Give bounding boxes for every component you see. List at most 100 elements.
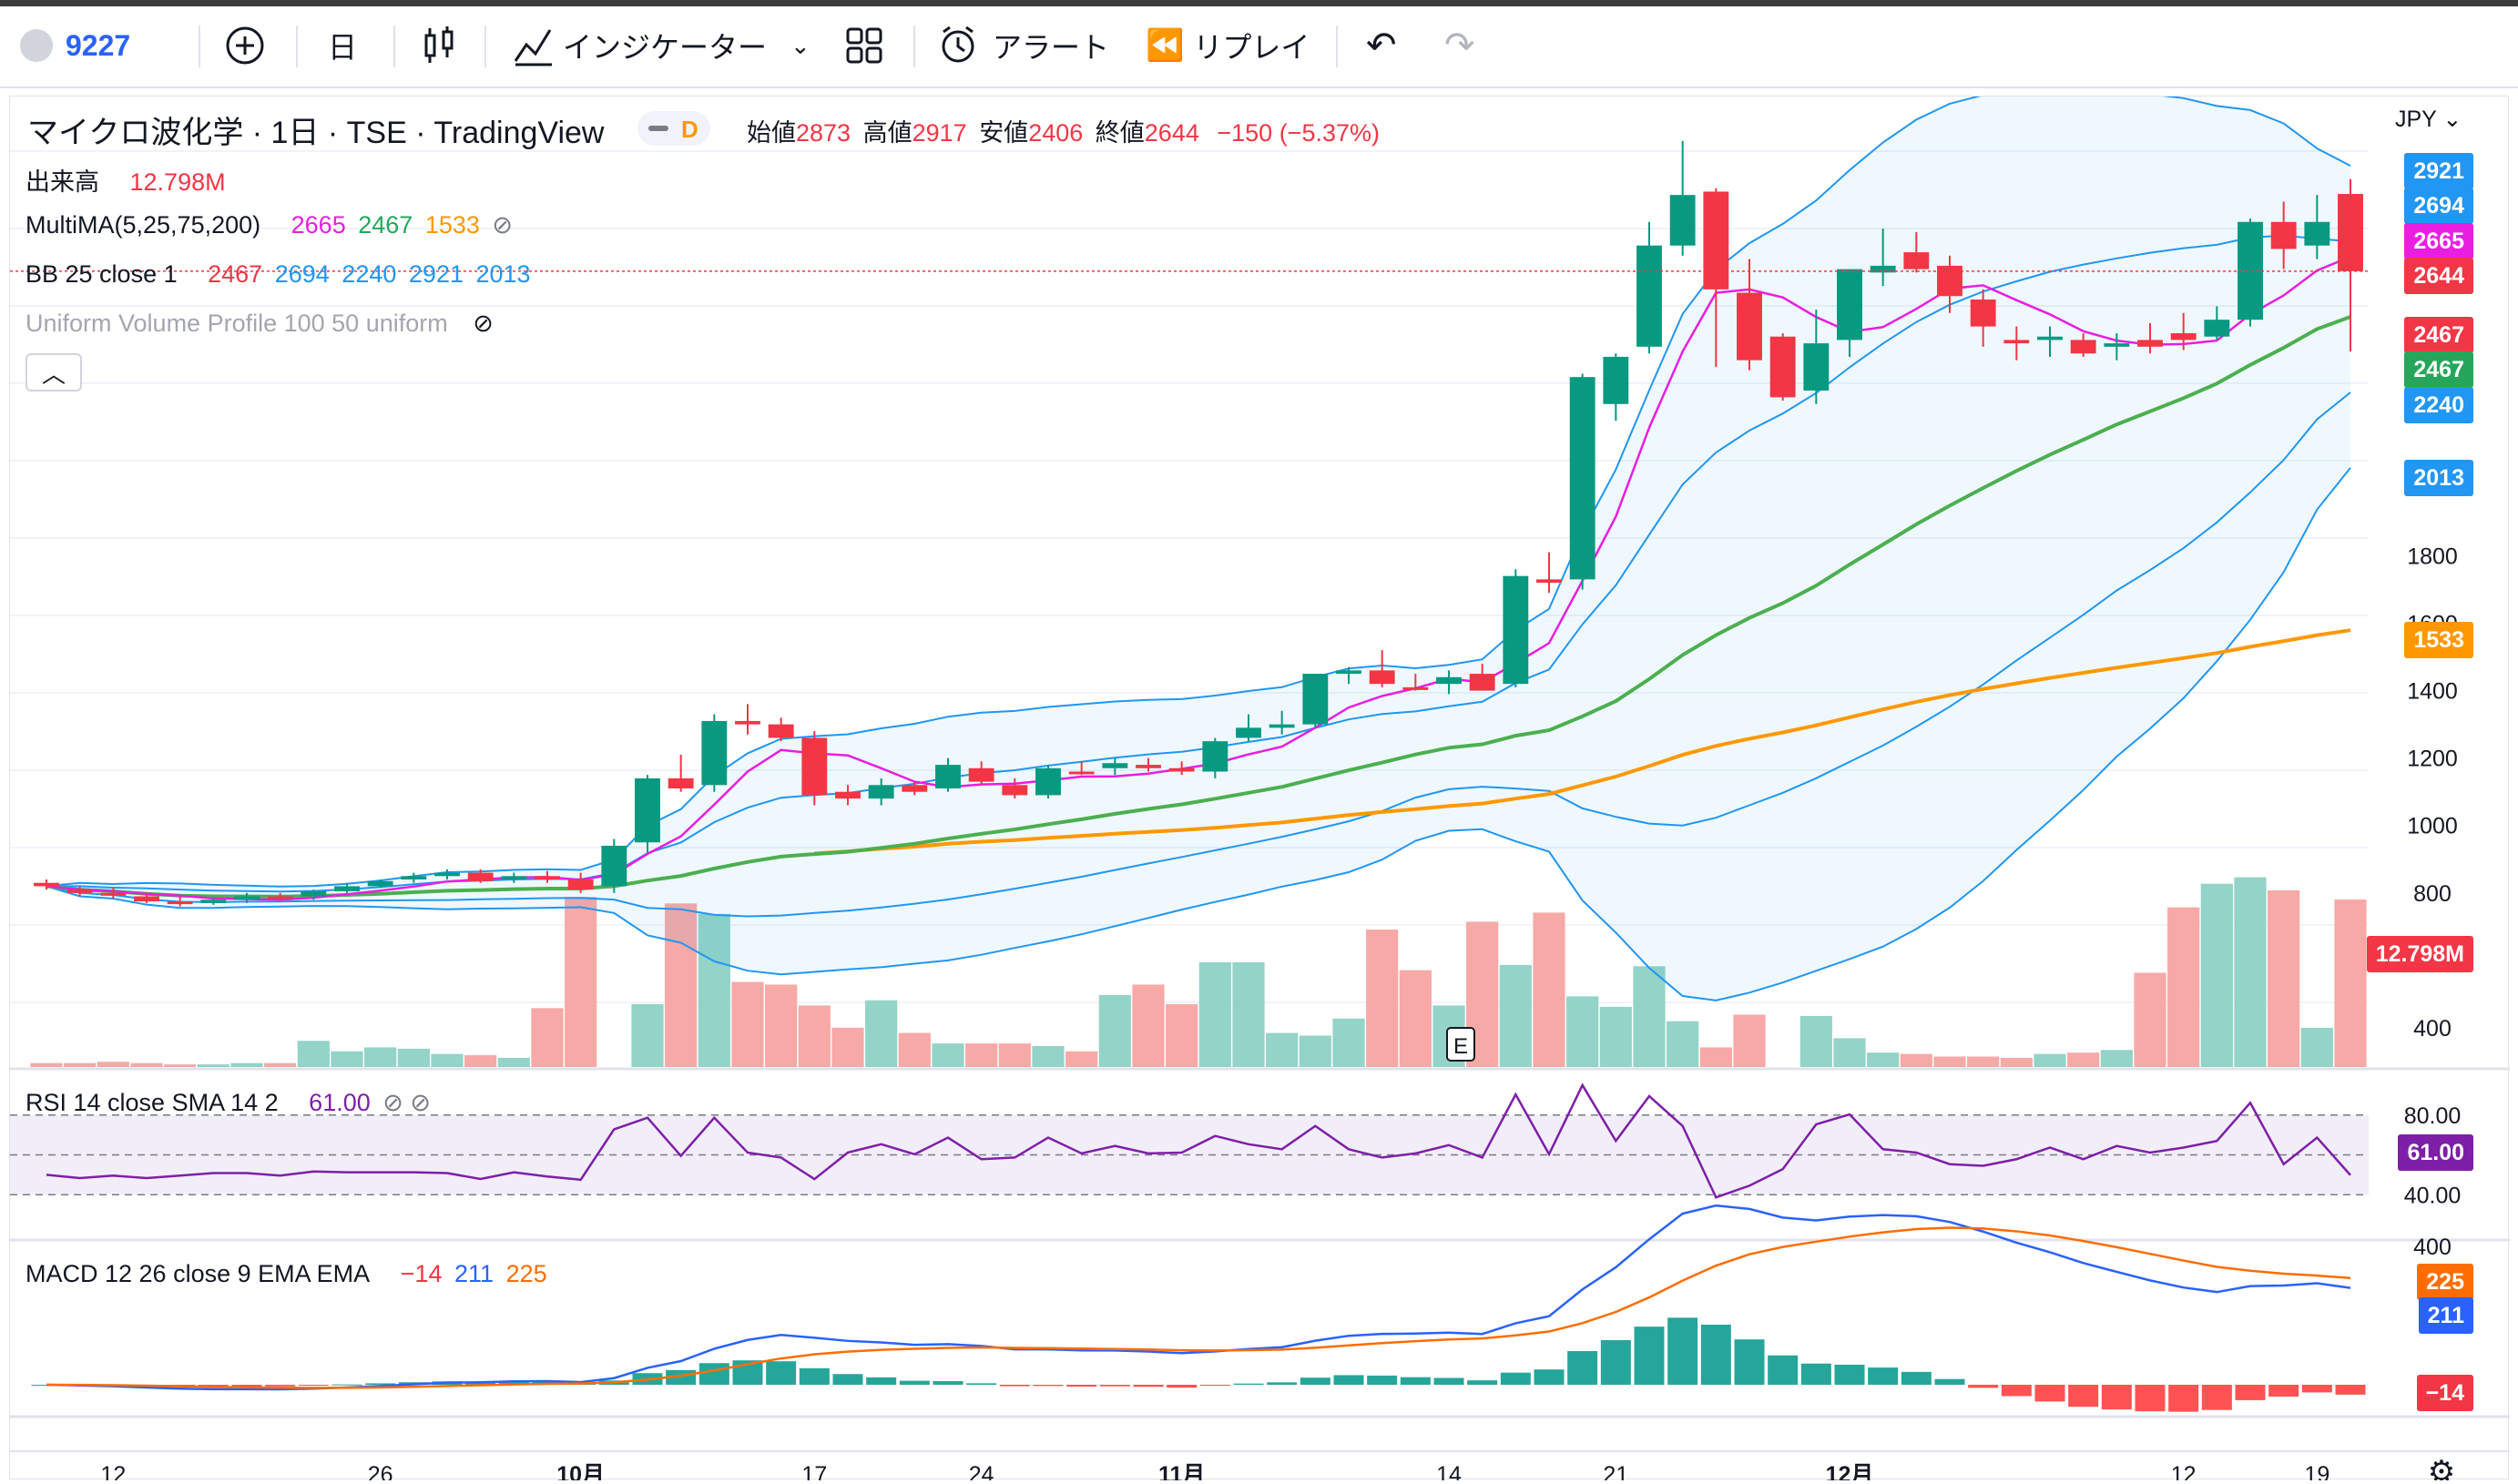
macd-hist-bar <box>1934 1378 1965 1385</box>
macd-legend[interactable]: MACD 12 26 close 9 EMA EMA −14 211 225 <box>25 1260 553 1288</box>
volume-bar <box>2100 1050 2133 1067</box>
alert-label: アラート <box>993 31 1110 64</box>
no-value-icon: ⊘ ⊘ <box>382 1089 432 1116</box>
bb-basis-value: 2467 <box>208 260 263 288</box>
macd-hist-bar <box>1133 1385 1164 1387</box>
candle-body <box>567 879 594 890</box>
candle-body <box>1336 670 1361 675</box>
volume-bar <box>1833 1038 1866 1067</box>
bb-upper-1sd-line <box>46 234 2351 893</box>
price-badge: 12.798M <box>2366 936 2473 972</box>
candle-body <box>434 872 460 877</box>
rsi-legend[interactable]: RSI 14 close SMA 14 2 61.00 ⊘ ⊘ <box>25 1089 436 1117</box>
candle-body <box>1136 765 1161 768</box>
candle-body <box>1769 336 1796 398</box>
candle-body <box>501 876 527 879</box>
candle-body <box>801 737 828 796</box>
volume-bar <box>431 1053 464 1067</box>
macd-hist-value: −14 <box>400 1260 443 1287</box>
macd-hist-bar <box>1467 1380 1498 1385</box>
volume-bar <box>397 1048 430 1067</box>
chart-type-button[interactable] <box>421 20 457 71</box>
chart-area[interactable]: E1800160014001200100080040080.0040.00400… <box>9 96 2510 1480</box>
volume-bar <box>798 1005 831 1067</box>
bb-value-4: 2013 <box>475 260 531 288</box>
indicators-button[interactable]: インジケーター ⌄ <box>512 20 810 71</box>
macd-hist-bar <box>1901 1371 1932 1385</box>
chart-canvas[interactable]: E1800160014001200100080040080.0040.00400… <box>10 97 2510 1480</box>
volume-bar <box>2067 1052 2100 1067</box>
redo-button[interactable]: ↷ <box>1444 20 1475 71</box>
symbol-search[interactable]: 9227 <box>20 20 130 71</box>
compare-add-button[interactable] <box>224 20 266 71</box>
macd-hist-bar <box>1066 1385 1097 1387</box>
macd-hist-bar <box>2101 1385 2132 1410</box>
layout-button[interactable] <box>845 20 883 71</box>
chevron-down-icon: ⌄ <box>2436 107 2462 132</box>
price-tick-label: 1000 <box>2407 814 2458 839</box>
eye-crossed-icon[interactable]: ⊘ <box>473 310 494 337</box>
volume-bar <box>197 1064 229 1067</box>
ma5-line <box>46 255 2351 901</box>
indicators-label: インジケーター <box>563 31 768 64</box>
replay-button[interactable]: ⏪ リプレイ <box>1146 20 1310 71</box>
volume-bar <box>1967 1056 2000 1067</box>
candle-body <box>1737 292 1762 361</box>
price-tick-label: 1200 <box>2407 747 2458 772</box>
candle-body <box>2270 221 2297 249</box>
volume-bar <box>2000 1057 2033 1067</box>
macd-hist-bar <box>1400 1377 1431 1385</box>
volume-bar <box>631 1004 664 1067</box>
macd-hist-bar <box>2335 1385 2366 1395</box>
status-dash-icon <box>648 126 668 131</box>
candle-body <box>66 889 93 893</box>
interval-button[interactable]: 日 <box>328 20 357 71</box>
vp-legend[interactable]: Uniform Volume Profile 100 50 uniform ⊘ <box>25 310 499 338</box>
volume-bar <box>1667 1021 1699 1067</box>
market-status-badge[interactable]: D <box>637 111 710 146</box>
time-tick-label: 21 <box>1603 1462 1628 1480</box>
undo-button[interactable]: ↶ <box>1366 20 1397 71</box>
macd-hist-bar <box>1333 1375 1364 1385</box>
volume-bar <box>1799 1015 1832 1067</box>
price-badge: 2467 <box>2404 317 2473 353</box>
time-tick-label: 12 <box>2171 1462 2197 1480</box>
volume-value: 12.798M <box>129 168 226 196</box>
bb-lower-1sd-line <box>46 391 2351 918</box>
candle-body <box>1870 265 1896 273</box>
candle-body <box>1937 265 1962 297</box>
volume-label: 出来高 <box>25 168 99 196</box>
macd-hist-bar <box>365 1383 396 1385</box>
candle-body <box>1903 252 1930 269</box>
currency-label: JPY <box>2395 107 2437 132</box>
price-badge: 2240 <box>2404 387 2473 423</box>
candles-icon <box>424 26 454 63</box>
candle-body <box>635 778 660 843</box>
volume-legend[interactable]: 出来高 12.798M <box>25 162 231 198</box>
alert-button[interactable]: アラート <box>938 20 1109 71</box>
open-label: 始値 <box>747 119 796 147</box>
collapse-legend-button[interactable]: ︿ <box>25 353 82 391</box>
currency-selector[interactable]: JPY ⌄ <box>2395 106 2462 133</box>
rsi-tick-label: 40.00 <box>2404 1183 2462 1208</box>
ma25-line <box>46 315 2351 899</box>
candle-body <box>1703 191 1729 290</box>
macd-hist-bar <box>1800 1363 1831 1385</box>
candle-body <box>1002 785 1028 796</box>
volume-bar <box>932 1043 964 1067</box>
candle-body <box>1202 741 1228 772</box>
candle-body <box>701 720 728 786</box>
macd-hist-bar <box>1768 1355 1799 1385</box>
macd-hist-bar <box>1634 1326 1665 1385</box>
volume-bar <box>1032 1046 1065 1067</box>
volume-bar <box>230 1062 263 1067</box>
macd-tick-label: 400 <box>2413 1235 2452 1260</box>
ma-legend[interactable]: MultiMA(5,25,75,200) 2665 2467 1533 ⊘ <box>25 211 518 239</box>
bb-fill <box>46 97 2350 1001</box>
volume-bar <box>1132 984 1165 1067</box>
settings-gear-icon[interactable]: ⚙ <box>2428 1455 2455 1480</box>
candle-body <box>301 890 327 897</box>
bb-legend[interactable]: BB 25 close 1 2467 2694 2240 2921 2013 <box>25 260 536 289</box>
candle-body <box>935 765 961 788</box>
macd-hist-bar <box>1667 1317 1698 1385</box>
